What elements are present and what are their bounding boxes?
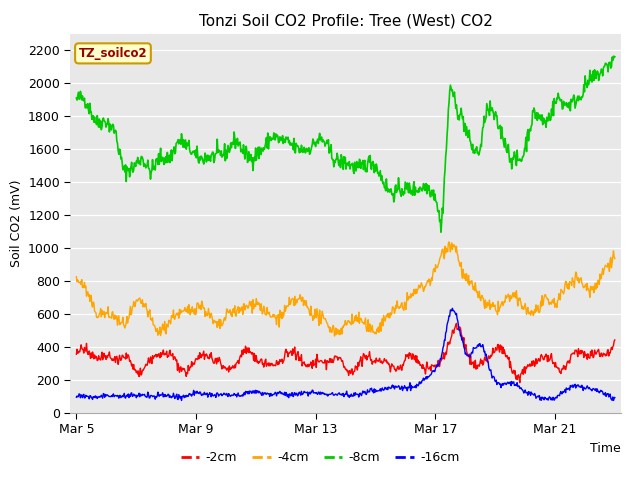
Text: TZ_soilco2: TZ_soilco2 (79, 47, 147, 60)
Title: Tonzi Soil CO2 Profile: Tree (West) CO2: Tonzi Soil CO2 Profile: Tree (West) CO2 (198, 13, 493, 28)
X-axis label: Time: Time (590, 442, 621, 455)
Y-axis label: Soil CO2 (mV): Soil CO2 (mV) (10, 180, 22, 267)
Legend: -2cm, -4cm, -8cm, -16cm: -2cm, -4cm, -8cm, -16cm (175, 446, 465, 469)
